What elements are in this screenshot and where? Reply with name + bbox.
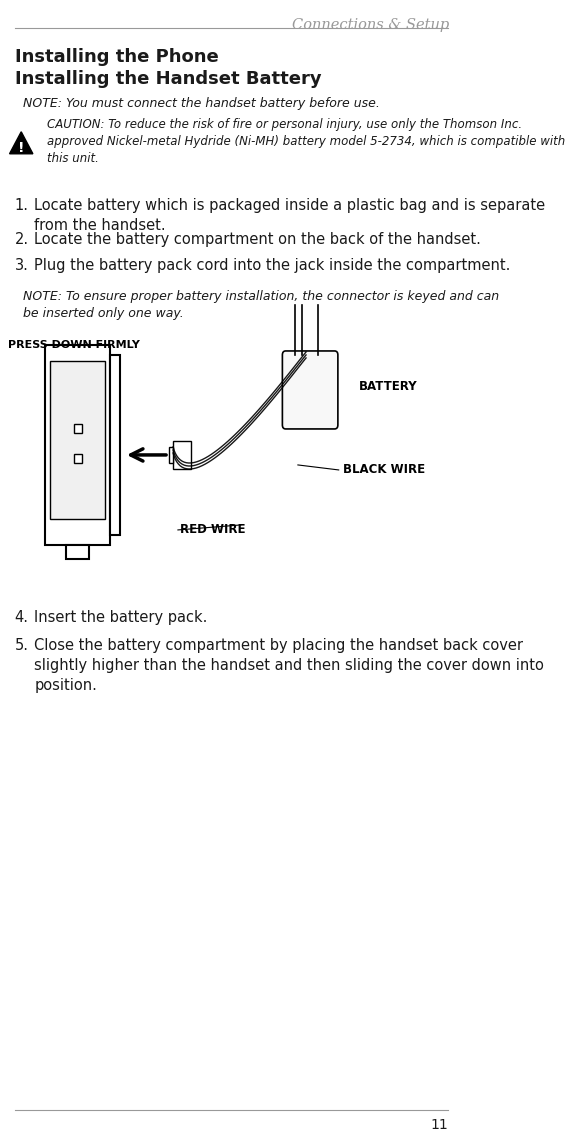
Text: CAUTION: To reduce the risk of fire or personal injury, use only the Thomson Inc: CAUTION: To reduce the risk of fire or p…: [47, 118, 566, 165]
Bar: [66, 545, 89, 559]
Text: !: !: [18, 141, 24, 154]
FancyBboxPatch shape: [50, 361, 105, 519]
Text: 2.: 2.: [15, 232, 29, 247]
Polygon shape: [10, 132, 33, 153]
Text: Locate battery which is packaged inside a plastic bag and is separate
from the h: Locate battery which is packaged inside …: [34, 198, 545, 233]
Text: 11: 11: [430, 1118, 448, 1131]
Text: NOTE: To ensure proper battery installation, the connector is keyed and can
be i: NOTE: To ensure proper battery installat…: [23, 290, 499, 320]
Text: 3.: 3.: [15, 258, 28, 273]
Bar: [173, 441, 191, 469]
Bar: [110, 354, 120, 535]
Text: Close the battery compartment by placing the handset back cover
slightly higher : Close the battery compartment by placing…: [34, 638, 544, 693]
Text: PRESS DOWN FIRMLY: PRESS DOWN FIRMLY: [7, 340, 139, 350]
FancyBboxPatch shape: [282, 351, 338, 429]
Text: 5.: 5.: [15, 638, 29, 653]
Text: Plug the battery pack cord into the jack inside the compartment.: Plug the battery pack cord into the jack…: [34, 258, 511, 273]
Text: Installing the Phone: Installing the Phone: [15, 48, 218, 66]
Text: Connections & Setup: Connections & Setup: [291, 18, 449, 32]
Text: Insert the battery pack.: Insert the battery pack.: [34, 610, 208, 625]
Text: RED WIRE: RED WIRE: [180, 524, 245, 536]
Text: NOTE: You must connect the handset battery before use.: NOTE: You must connect the handset batte…: [23, 97, 380, 110]
Bar: [169, 446, 173, 463]
Text: 4.: 4.: [15, 610, 29, 625]
FancyBboxPatch shape: [45, 345, 110, 545]
Text: Installing the Handset Battery: Installing the Handset Battery: [15, 70, 321, 87]
Text: Locate the battery compartment on the back of the handset.: Locate the battery compartment on the ba…: [34, 232, 481, 247]
Bar: [74, 424, 82, 433]
Text: BATTERY: BATTERY: [359, 379, 418, 393]
Bar: [74, 454, 82, 463]
Text: 1.: 1.: [15, 198, 29, 212]
Text: BLACK WIRE: BLACK WIRE: [343, 463, 425, 476]
